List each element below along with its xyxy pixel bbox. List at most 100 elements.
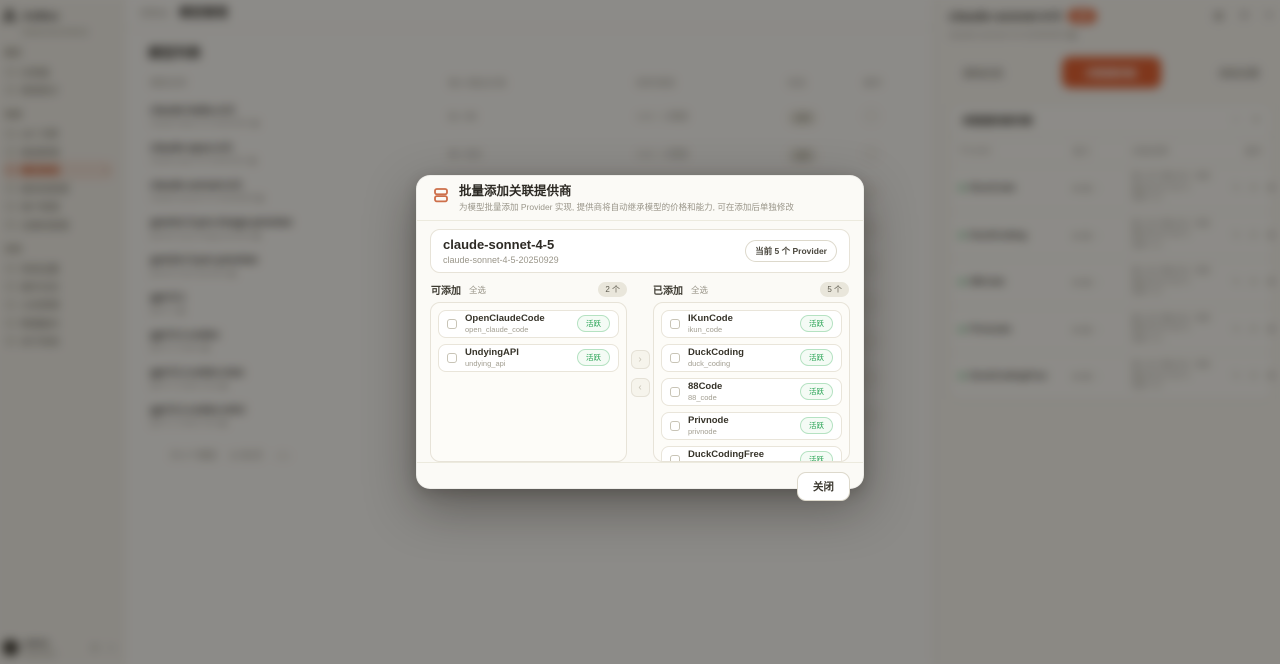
model-id: gpt-5.1-codex ▣ xyxy=(150,343,210,353)
edit-icon[interactable]: ✎ xyxy=(1233,370,1241,381)
move-left-button[interactable]: ‹ xyxy=(630,378,650,397)
capability-icons: ◆ ▦ ♪ xyxy=(1073,371,1100,381)
close-button[interactable]: 关闭 xyxy=(797,472,850,501)
checkbox[interactable] xyxy=(670,454,680,461)
tab-advanced[interactable]: 高级设置 xyxy=(1218,68,1260,81)
panel-model-id: claude-sonnet-4-5-20250929 ▣ xyxy=(948,29,1077,40)
more-icon[interactable]: ⋯ xyxy=(863,407,879,424)
provider-row[interactable]: Privnode ◆ ▦ ♪ 输入 $3 / 输出 $15 · 继承 缓存 $0.… xyxy=(949,305,1275,352)
nav-icon xyxy=(6,337,15,346)
table-row[interactable]: claude-opus-4-5 claude-opus-4-5-20251101 … xyxy=(144,135,913,172)
refresh-icon[interactable]: ⟳ xyxy=(1252,114,1261,125)
refresh-icon[interactable]: ⟳ xyxy=(1250,182,1258,193)
sidebar-item-announcements[interactable]: 公告管理 xyxy=(2,296,112,314)
capability-icons: ◆ ▦ ♪ xyxy=(1073,183,1100,193)
checkbox[interactable] xyxy=(670,352,680,363)
provider-row[interactable]: IKunCode ◆ ▦ ♪ 输入 $3 / 输出 $15 · 继承 缓存 $0.… xyxy=(949,164,1275,211)
sidebar-item-providers[interactable]: 提供商管理 xyxy=(2,179,112,197)
delete-icon[interactable]: ✖ xyxy=(1267,182,1275,193)
checkbox[interactable] xyxy=(670,386,680,397)
provider-row[interactable]: DuckCodingFree ◆ ▦ ♪ 输入 $3 / 输出 $15 · 继承… xyxy=(949,352,1275,399)
provider-option[interactable]: 88Code 88_code 活跃 xyxy=(661,377,842,406)
add-provider-icon[interactable]: + xyxy=(1233,114,1239,125)
provider-row[interactable]: DuckCoding ◆ ▦ ♪ 输入 $3 / 输出 $15 · 继承 缓存 $… xyxy=(949,211,1275,258)
sidebar-item-logs[interactable]: 操作日志 xyxy=(2,277,112,295)
tab-basic-info[interactable]: 基础信息 xyxy=(962,68,1004,81)
model-name: claude-haiku-4-5 xyxy=(150,104,235,117)
user-name: admin xyxy=(23,637,50,648)
checkbox[interactable] xyxy=(670,420,680,431)
checkbox[interactable] xyxy=(447,352,457,363)
pagination-per-page[interactable]: 10 条/页 xyxy=(229,450,263,461)
sidebar-item-models-active[interactable]: 模型管理 › xyxy=(2,160,113,180)
refresh-icon[interactable]: ⟳ xyxy=(1250,323,1258,334)
added-header: 已添加 全选 5 个 xyxy=(653,282,849,297)
more-icon[interactable]: ⋯ xyxy=(863,145,879,161)
nav-icon xyxy=(6,202,15,211)
panel-grid-icon[interactable]: ▦ xyxy=(1213,10,1224,22)
sidebar-item-dashboard[interactable]: 仪表盘 xyxy=(2,63,112,81)
pagination-page[interactable]: ‹ 1 › xyxy=(274,449,291,461)
panel-settings-icon[interactable]: ⚙ xyxy=(1239,10,1249,22)
provider-option[interactable]: DuckCoding duck_coding 活跃 xyxy=(661,343,842,372)
panel-close-icon[interactable]: ✕ xyxy=(1265,10,1274,22)
panel-tabs: 基础信息 关联提供商 高级设置 xyxy=(953,56,1270,89)
more-icon[interactable]: ⋯ xyxy=(863,333,879,349)
checkbox[interactable] xyxy=(447,318,457,329)
sidebar-item-channels[interactable]: 渠道管理 xyxy=(2,143,112,161)
gear-icon[interactable]: ⚙ xyxy=(90,642,100,653)
tab-linked-providers[interactable]: 关联提供商 xyxy=(1061,56,1161,89)
app-logo-row: A AxMux 模型聚合网关管理系统 xyxy=(2,6,112,36)
provider-row[interactable]: 88Code ◆ ▦ ♪ 输入 $3 / 输出 $15 · 继承 缓存 $0.30… xyxy=(949,258,1275,305)
sidebar-item-label: 渠道管理 xyxy=(20,147,60,159)
move-right-button[interactable]: › xyxy=(630,350,650,369)
nav-icon xyxy=(6,129,15,138)
refresh-icon[interactable]: ⟳ xyxy=(1250,276,1258,287)
more-icon[interactable]: ⋯ xyxy=(863,258,879,274)
more-icon[interactable]: ⋯ xyxy=(863,108,879,124)
more-icon[interactable]: ⋯ xyxy=(863,370,879,386)
provider-option[interactable]: UndyingAPI undying_api 活跃 xyxy=(438,343,619,372)
table-row[interactable]: claude-haiku-4-5 claude-haiku-4-5-2025100… xyxy=(144,97,913,134)
sidebar-user[interactable]: admin 超级管理员 ⚙ ↪ xyxy=(2,637,115,658)
sidebar-item-redeem[interactable]: 兑换码管理 xyxy=(2,216,112,234)
available-select-all[interactable]: 全选 xyxy=(469,284,487,295)
chevron-right-icon: › xyxy=(105,165,109,176)
sidebar-item-settings[interactable]: 系统设置 xyxy=(2,259,112,277)
provider-option[interactable]: OpenClaudeCode open_claude_code 活跃 xyxy=(438,310,619,338)
edit-icon[interactable]: ✎ xyxy=(1233,323,1241,334)
sidebar-item-tokens[interactable]: API 令牌 xyxy=(2,125,112,143)
more-icon[interactable]: ⋯ xyxy=(863,295,879,311)
sidebar-item-backup[interactable]: 数据备份 xyxy=(2,314,112,332)
panel-status-badge: 启用 xyxy=(1068,8,1097,23)
sidebar-item-label: 操作日志 xyxy=(20,282,60,294)
nav-icon xyxy=(6,67,15,76)
delete-icon[interactable]: ✖ xyxy=(1267,276,1275,287)
provider-code: duck_coding xyxy=(688,358,731,368)
status-dot xyxy=(959,326,965,332)
logout-icon[interactable]: ↪ xyxy=(107,642,115,653)
more-icon[interactable]: ⋯ xyxy=(863,183,879,199)
detail-panel: claude-sonnet-4-5 启用 ▦ ⚙ ✕ claude-sonnet… xyxy=(933,0,1280,664)
provider-option[interactable]: IKunCode ikun_code 活跃 xyxy=(661,310,842,338)
sidebar-item-stats[interactable]: 使用统计 xyxy=(2,81,112,99)
sidebar-item-about[interactable]: 关于系统 xyxy=(2,332,112,350)
added-select-all[interactable]: 全选 xyxy=(691,284,709,295)
provider-option[interactable]: DuckCodingFreeduck_coding_free 活跃 xyxy=(661,445,842,461)
delete-icon[interactable]: ✖ xyxy=(1267,370,1275,381)
delete-icon[interactable]: ✖ xyxy=(1267,323,1275,334)
more-icon[interactable]: ⋯ xyxy=(863,220,879,236)
edit-icon[interactable]: ✎ xyxy=(1233,229,1241,240)
added-label: 已添加 xyxy=(653,286,683,297)
provider-option[interactable]: Privnode privnode 活跃 xyxy=(661,411,842,440)
edit-icon[interactable]: ✎ xyxy=(1233,182,1241,193)
edit-icon[interactable]: ✎ xyxy=(1233,276,1241,287)
refresh-icon[interactable]: ⟳ xyxy=(1250,370,1258,381)
delete-icon[interactable]: ✖ xyxy=(1267,229,1275,240)
breadcrumb[interactable]: 控制台 xyxy=(140,7,169,19)
refresh-icon[interactable]: ⟳ xyxy=(1250,229,1258,240)
sidebar-item-users[interactable]: 用户管理 xyxy=(2,197,112,215)
checkbox[interactable] xyxy=(670,318,680,329)
dialog-title: 批量添加关联提供商 xyxy=(459,184,572,198)
